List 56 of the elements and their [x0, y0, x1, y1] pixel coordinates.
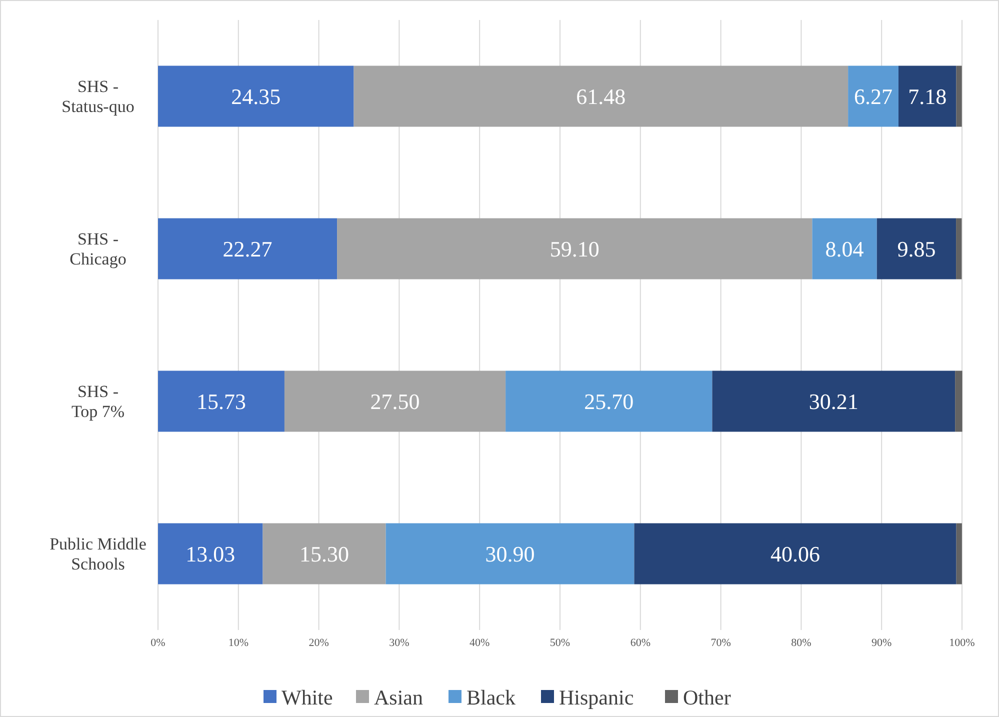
data-label: 13.03: [186, 541, 236, 566]
bar: [634, 523, 956, 584]
data-label: 59.10: [550, 236, 600, 262]
legend-label: Asian: [374, 685, 424, 710]
bar: [712, 370, 956, 432]
data-label: 25.70: [584, 388, 634, 414]
x-tick-label: 40%: [470, 636, 490, 649]
bar: [812, 218, 877, 280]
legend-label: Black: [466, 685, 516, 710]
bar: [506, 370, 712, 432]
x-tick-label: 50%: [550, 636, 570, 649]
x-tick-label: 100%: [949, 636, 975, 649]
bar: [956, 66, 962, 127]
bar: [956, 523, 962, 584]
bar: [158, 66, 354, 127]
bar: [956, 218, 962, 280]
y-tick-label: SHS - Status-quo: [62, 77, 134, 116]
y-tick-label: SHS - Chicago: [70, 230, 126, 269]
data-label: 8.04: [825, 236, 864, 262]
x-tick-label: 20%: [308, 636, 329, 649]
bar: [354, 66, 848, 127]
data-label: 40.06: [770, 541, 820, 566]
x-tick-label: 30%: [389, 636, 410, 649]
data-label: 15.30: [300, 541, 350, 566]
data-label: 7.18: [908, 84, 947, 109]
bar: [386, 523, 634, 584]
data-label: 30.21: [808, 388, 858, 414]
x-tick-label: 60%: [630, 636, 650, 649]
x-tick-label: 80%: [791, 636, 812, 649]
data-label: 27.50: [370, 388, 420, 414]
bar: [337, 218, 812, 280]
legend-label: Hispanic: [559, 685, 634, 710]
data-label: 15.73: [196, 388, 246, 414]
bar: [955, 370, 962, 432]
x-tick-label: 10%: [228, 636, 248, 649]
y-tick-label: SHS - Top 7%: [71, 382, 125, 422]
data-label: 9.85: [897, 236, 936, 262]
y-tick-label: Public Middle Schools: [50, 534, 146, 574]
data-label: 61.48: [576, 84, 626, 109]
bar: [158, 370, 284, 432]
data-label: 22.27: [222, 236, 272, 262]
x-tick-label: 70%: [710, 636, 731, 649]
x-tick-label: 0%: [150, 636, 166, 649]
bar: [158, 523, 263, 584]
bar: [848, 66, 898, 127]
bar: [898, 66, 956, 127]
data-label: 30.90: [485, 541, 535, 566]
legend-label: White: [282, 685, 333, 710]
data-label: 24.35: [231, 84, 281, 109]
legend-label: Other: [683, 685, 731, 710]
bar: [262, 523, 386, 584]
bar: [158, 218, 338, 280]
bar: [284, 370, 506, 432]
bar: [876, 218, 956, 280]
data-label: 6.27: [854, 84, 893, 109]
x-tick-label: 90%: [872, 636, 892, 649]
